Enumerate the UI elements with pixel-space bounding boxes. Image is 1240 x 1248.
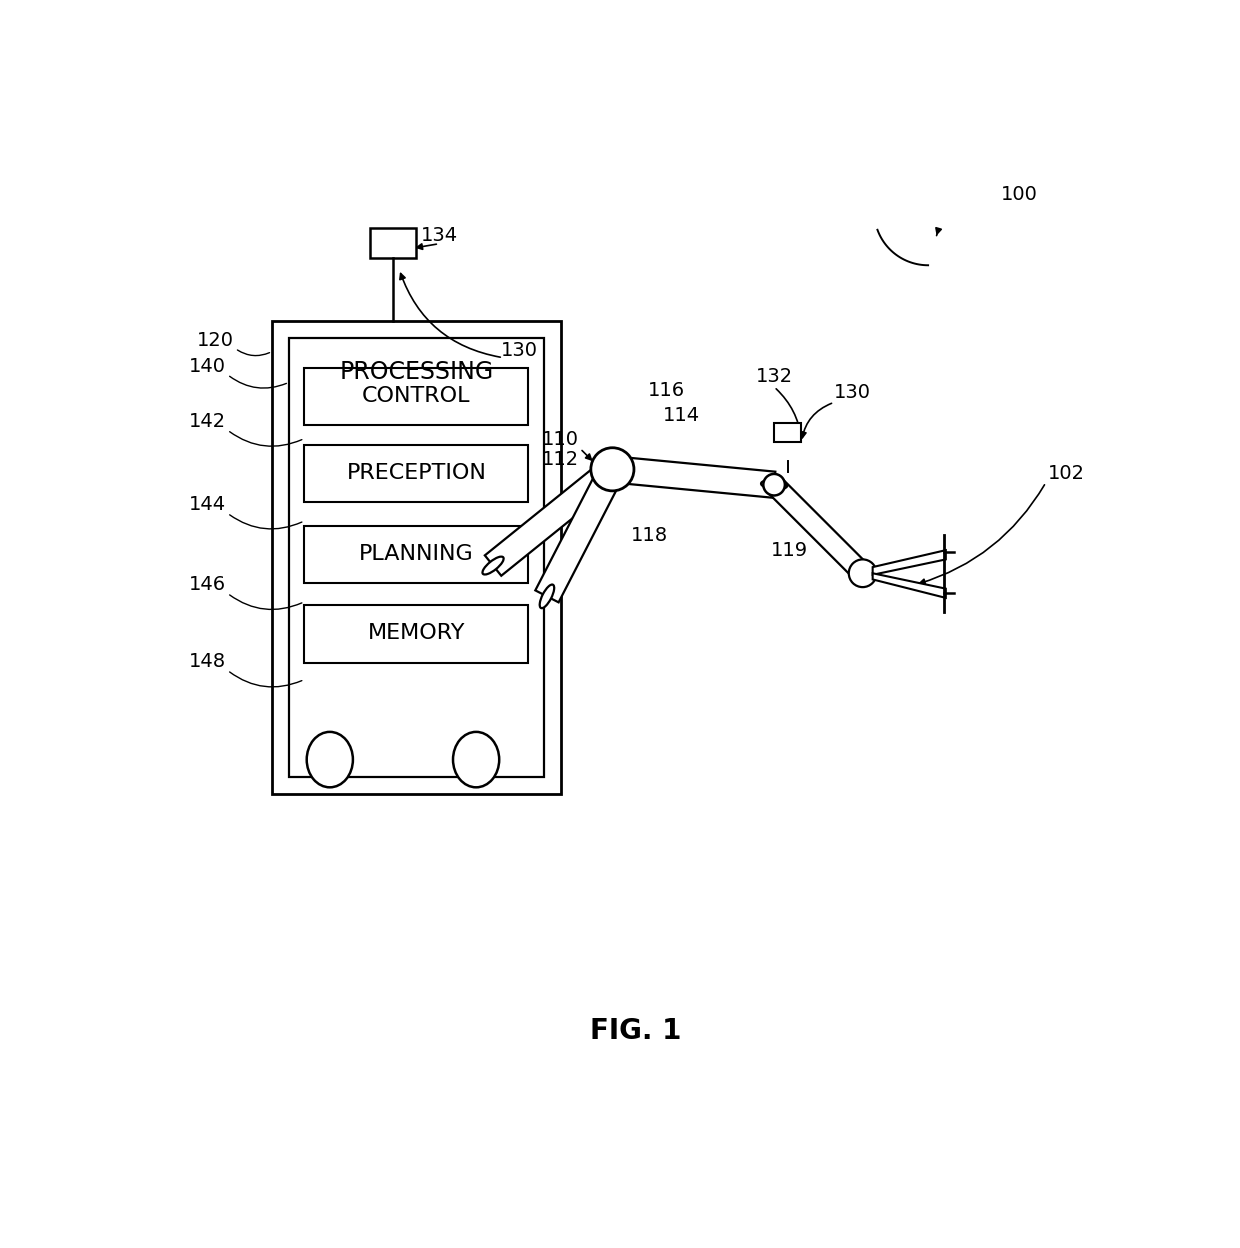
Ellipse shape — [482, 557, 503, 574]
Bar — [272, 321, 560, 794]
Ellipse shape — [766, 477, 781, 492]
Text: 134: 134 — [420, 226, 458, 245]
Polygon shape — [536, 463, 624, 603]
Text: PLANNING: PLANNING — [360, 544, 474, 564]
Text: 118: 118 — [631, 525, 668, 545]
Circle shape — [590, 448, 634, 490]
Ellipse shape — [453, 731, 500, 787]
Ellipse shape — [599, 464, 625, 474]
Bar — [775, 423, 801, 442]
Text: FIG. 1: FIG. 1 — [590, 1017, 681, 1046]
Bar — [289, 338, 544, 778]
Text: PRECEPTION: PRECEPTION — [346, 463, 486, 483]
Text: 116: 116 — [647, 381, 684, 401]
Text: 140: 140 — [188, 357, 226, 376]
Ellipse shape — [601, 461, 622, 478]
Polygon shape — [768, 478, 869, 580]
Text: PROCESSING: PROCESSING — [340, 361, 494, 384]
Text: 110: 110 — [542, 429, 579, 449]
Text: 130: 130 — [501, 341, 538, 361]
Ellipse shape — [306, 731, 353, 787]
Bar — [304, 605, 528, 663]
Text: 114: 114 — [663, 406, 701, 424]
Circle shape — [764, 474, 785, 495]
Ellipse shape — [605, 458, 620, 482]
Bar — [304, 444, 528, 503]
Text: 102: 102 — [1048, 464, 1085, 483]
Text: 146: 146 — [188, 575, 226, 594]
Polygon shape — [873, 573, 946, 598]
Text: 119: 119 — [771, 542, 808, 560]
Text: 112: 112 — [542, 451, 579, 469]
Polygon shape — [873, 550, 946, 575]
Text: CONTROL: CONTROL — [362, 386, 471, 406]
Text: 142: 142 — [188, 412, 226, 431]
Text: 148: 148 — [188, 653, 226, 671]
Bar — [304, 368, 528, 426]
Circle shape — [849, 559, 877, 587]
Ellipse shape — [761, 480, 787, 489]
Text: MEMORY: MEMORY — [368, 623, 465, 643]
Text: 132: 132 — [755, 367, 792, 387]
Ellipse shape — [856, 565, 870, 580]
Polygon shape — [485, 459, 620, 575]
Text: 144: 144 — [188, 495, 226, 514]
Bar — [370, 228, 417, 257]
Text: 130: 130 — [835, 383, 872, 402]
Text: 120: 120 — [197, 331, 233, 351]
Bar — [304, 525, 528, 583]
Polygon shape — [611, 457, 775, 498]
Ellipse shape — [539, 584, 554, 608]
Text: 100: 100 — [1001, 185, 1038, 203]
